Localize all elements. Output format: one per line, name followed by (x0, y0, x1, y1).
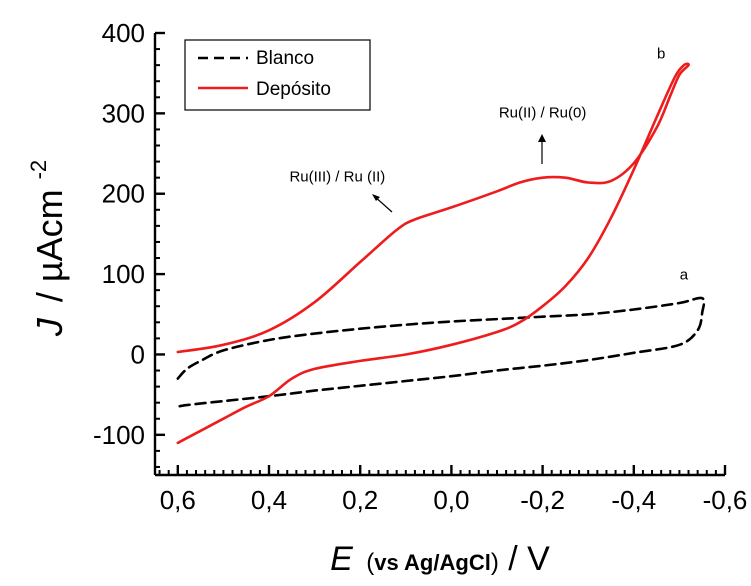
arrow-ru3-ru2-head (372, 194, 380, 201)
axes: -100 0 100 200 300 400 0,6 0,4 0,2 0,0 -0,2 -0,4 -0,… (93, 18, 747, 515)
x-tick-label: -0,2 (520, 485, 565, 515)
x-tick-label: -0,4 (611, 485, 656, 515)
annotation-arrows (372, 134, 546, 213)
annotation-label: Ru(II) / Ru(0) (499, 104, 587, 121)
arrow-ru2-ru0-head (538, 134, 546, 142)
series-line-1 (176, 62, 690, 445)
x-axis-unit: V (527, 540, 550, 578)
legend: Blanco Depósito (184, 39, 371, 111)
x-axis-label: E (vs Ag/AgCl) / V (330, 540, 550, 578)
x-tick-label: 0,4 (251, 485, 287, 515)
x-tick-label: 0,2 (342, 485, 378, 515)
legend-label-deposito: Depósito (256, 79, 331, 100)
annotation-label: Ru(III) / Ru (II) (289, 169, 385, 186)
series-line-0 (176, 296, 706, 408)
legend-box (184, 39, 371, 111)
x-axis-symbol: E (330, 540, 353, 578)
y-tick-label: 0 (131, 339, 145, 369)
y-tick-label: 100 (102, 259, 145, 289)
y-tick-label: -100 (93, 420, 145, 450)
y-axis-unit-exp: -2 (26, 160, 51, 180)
y-axis-unit-base: µAcm (29, 189, 70, 282)
legend-label-blanco: Blanco (256, 48, 314, 69)
y-axis-label: J / µAcm -2 (26, 160, 70, 337)
plot-area (176, 62, 706, 445)
y-tick-label: 200 (102, 179, 145, 209)
annotations: Ru(III) / Ru (II) Ru(II) / Ru(0) a b (289, 46, 688, 284)
annotation-label: b (657, 46, 665, 63)
x-tick-label: -0,6 (703, 485, 748, 515)
x-tick-label: 0,6 (160, 485, 196, 515)
y-tick-label: 300 (102, 98, 145, 128)
x-axis-qualifier: vs Ag/AgCl (374, 550, 491, 575)
annotation-label: a (680, 267, 689, 284)
y-axis-symbol: J (29, 317, 70, 337)
x-tick-label: 0,0 (433, 485, 469, 515)
y-tick-label: 400 (102, 18, 145, 48)
